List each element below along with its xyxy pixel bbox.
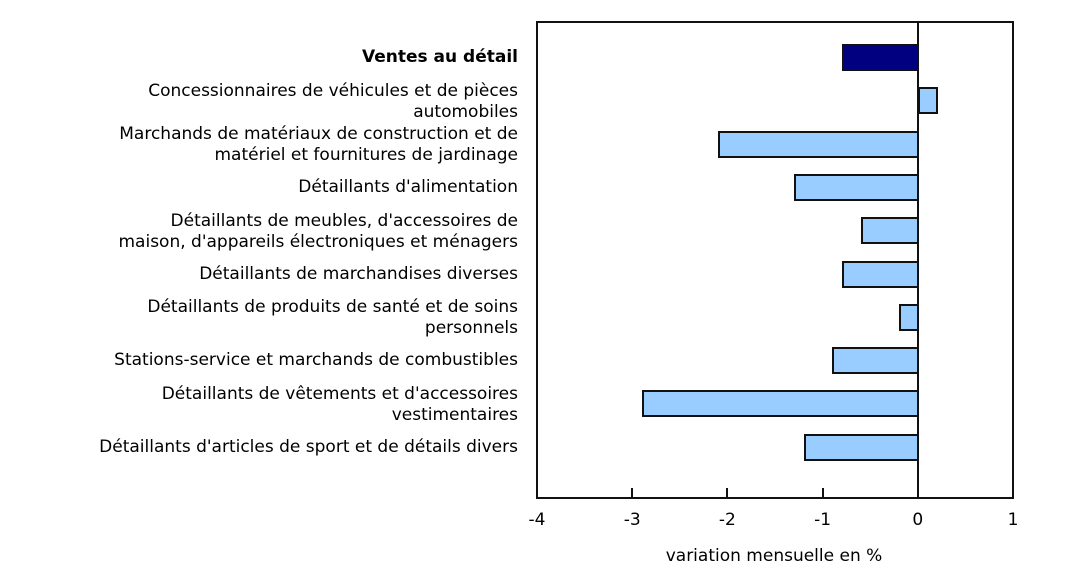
category-label-line: Ventes au détail — [362, 47, 518, 67]
bar — [832, 347, 919, 375]
category-label-line: Marchands de matériaux de construction e… — [119, 124, 518, 145]
x-tick — [726, 488, 729, 498]
category-label-line: Détaillants de meubles, d'accessoires de — [170, 210, 518, 231]
category-label-line: Détaillants d'alimentation — [298, 176, 518, 197]
category-label: Détaillants de meubles, d'accessoires de… — [119, 211, 519, 253]
category-label: Détaillants de produits de santé et de s… — [147, 297, 518, 339]
category-label: Détaillants d'articles de sport et de dé… — [99, 437, 518, 458]
category-label-line: Stations-service et marchands de combust… — [114, 350, 518, 371]
bar — [841, 260, 919, 288]
bar — [794, 173, 919, 201]
category-label: Détaillants d'alimentation — [298, 177, 518, 198]
x-axis-title: variation mensuelle en % — [665, 546, 883, 566]
category-label-line: Concessionnaires de véhicules et de pièc… — [148, 80, 518, 101]
x-tick-label: -1 — [814, 510, 832, 530]
bar — [803, 433, 919, 461]
bar — [717, 130, 919, 158]
category-label-line: Détaillants de produits de santé et de s… — [147, 297, 518, 318]
x-tick-label: 1 — [1007, 510, 1019, 530]
bar — [917, 87, 938, 115]
bar — [898, 303, 919, 331]
x-tick — [821, 488, 824, 498]
category-label: Concessionnaires de véhicules et de pièc… — [148, 81, 518, 123]
x-tick-label: -4 — [528, 510, 546, 530]
x-tick-label: -3 — [623, 510, 641, 530]
category-label: Ventes au détail — [362, 47, 518, 68]
category-label-line: matériel et fournitures de jardinage — [214, 145, 519, 166]
category-label-line: maison, d'appareils électroniques et mén… — [118, 231, 519, 252]
category-label: Stations-service et marchands de combust… — [114, 350, 518, 371]
category-label-line: automobiles — [413, 101, 518, 122]
bar-total — [841, 44, 919, 71]
category-label: Marchands de matériaux de construction e… — [119, 124, 518, 166]
plot-area — [536, 21, 1014, 499]
bar — [641, 390, 919, 418]
zero-line — [916, 22, 919, 498]
bar — [860, 217, 919, 245]
x-tick-label: -2 — [718, 510, 736, 530]
category-label-line: Détaillants de marchandises diverses — [199, 263, 518, 284]
category-label-line: vestimentaires — [391, 404, 518, 425]
category-label: Détaillants de vêtements et d'accessoire… — [162, 384, 518, 426]
category-label: Détaillants de marchandises diverses — [199, 264, 518, 285]
x-tick — [631, 488, 634, 498]
x-tick-label: 0 — [912, 510, 924, 530]
category-label-line: Détaillants de vêtements et d'accessoire… — [161, 383, 518, 404]
x-tick — [916, 488, 919, 498]
category-label-line: personnels — [424, 318, 518, 339]
category-label-line: Détaillants d'articles de sport et de dé… — [99, 436, 518, 457]
